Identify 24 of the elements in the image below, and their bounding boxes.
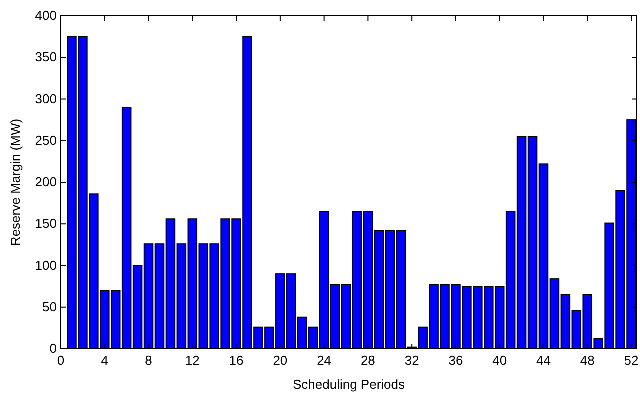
x-tick-label: 52 <box>624 353 639 368</box>
y-axis-title: Reserve Margin (MW) <box>8 118 23 246</box>
x-tick-label: 48 <box>580 353 595 368</box>
x-tick-label: 16 <box>229 353 244 368</box>
y-tick-label: 350 <box>35 50 57 65</box>
y-tick-label: 300 <box>35 91 57 106</box>
y-tick-label: 100 <box>35 258 57 273</box>
x-axis-title: Scheduling Periods <box>292 377 406 392</box>
x-tick-label: 12 <box>185 353 200 368</box>
y-tick-label: 0 <box>50 341 57 356</box>
x-tick-label: 36 <box>448 353 464 368</box>
x-tick-label: 8 <box>145 353 152 368</box>
x-tick-label: 44 <box>536 353 551 368</box>
y-tick-label: 400 <box>35 8 57 23</box>
y-tick-label: 50 <box>42 299 57 314</box>
x-tick-label: 4 <box>101 353 109 368</box>
y-tick-label: 200 <box>35 174 57 190</box>
x-tick-label: 40 <box>492 353 508 368</box>
x-tick-label: 24 <box>317 353 332 368</box>
x-tick-label: 20 <box>273 353 288 368</box>
y-tick-label: 250 <box>35 132 57 148</box>
y-tick-label: 150 <box>35 216 57 232</box>
x-tick-label: 32 <box>404 353 420 368</box>
x-tick-label: 28 <box>360 353 376 368</box>
